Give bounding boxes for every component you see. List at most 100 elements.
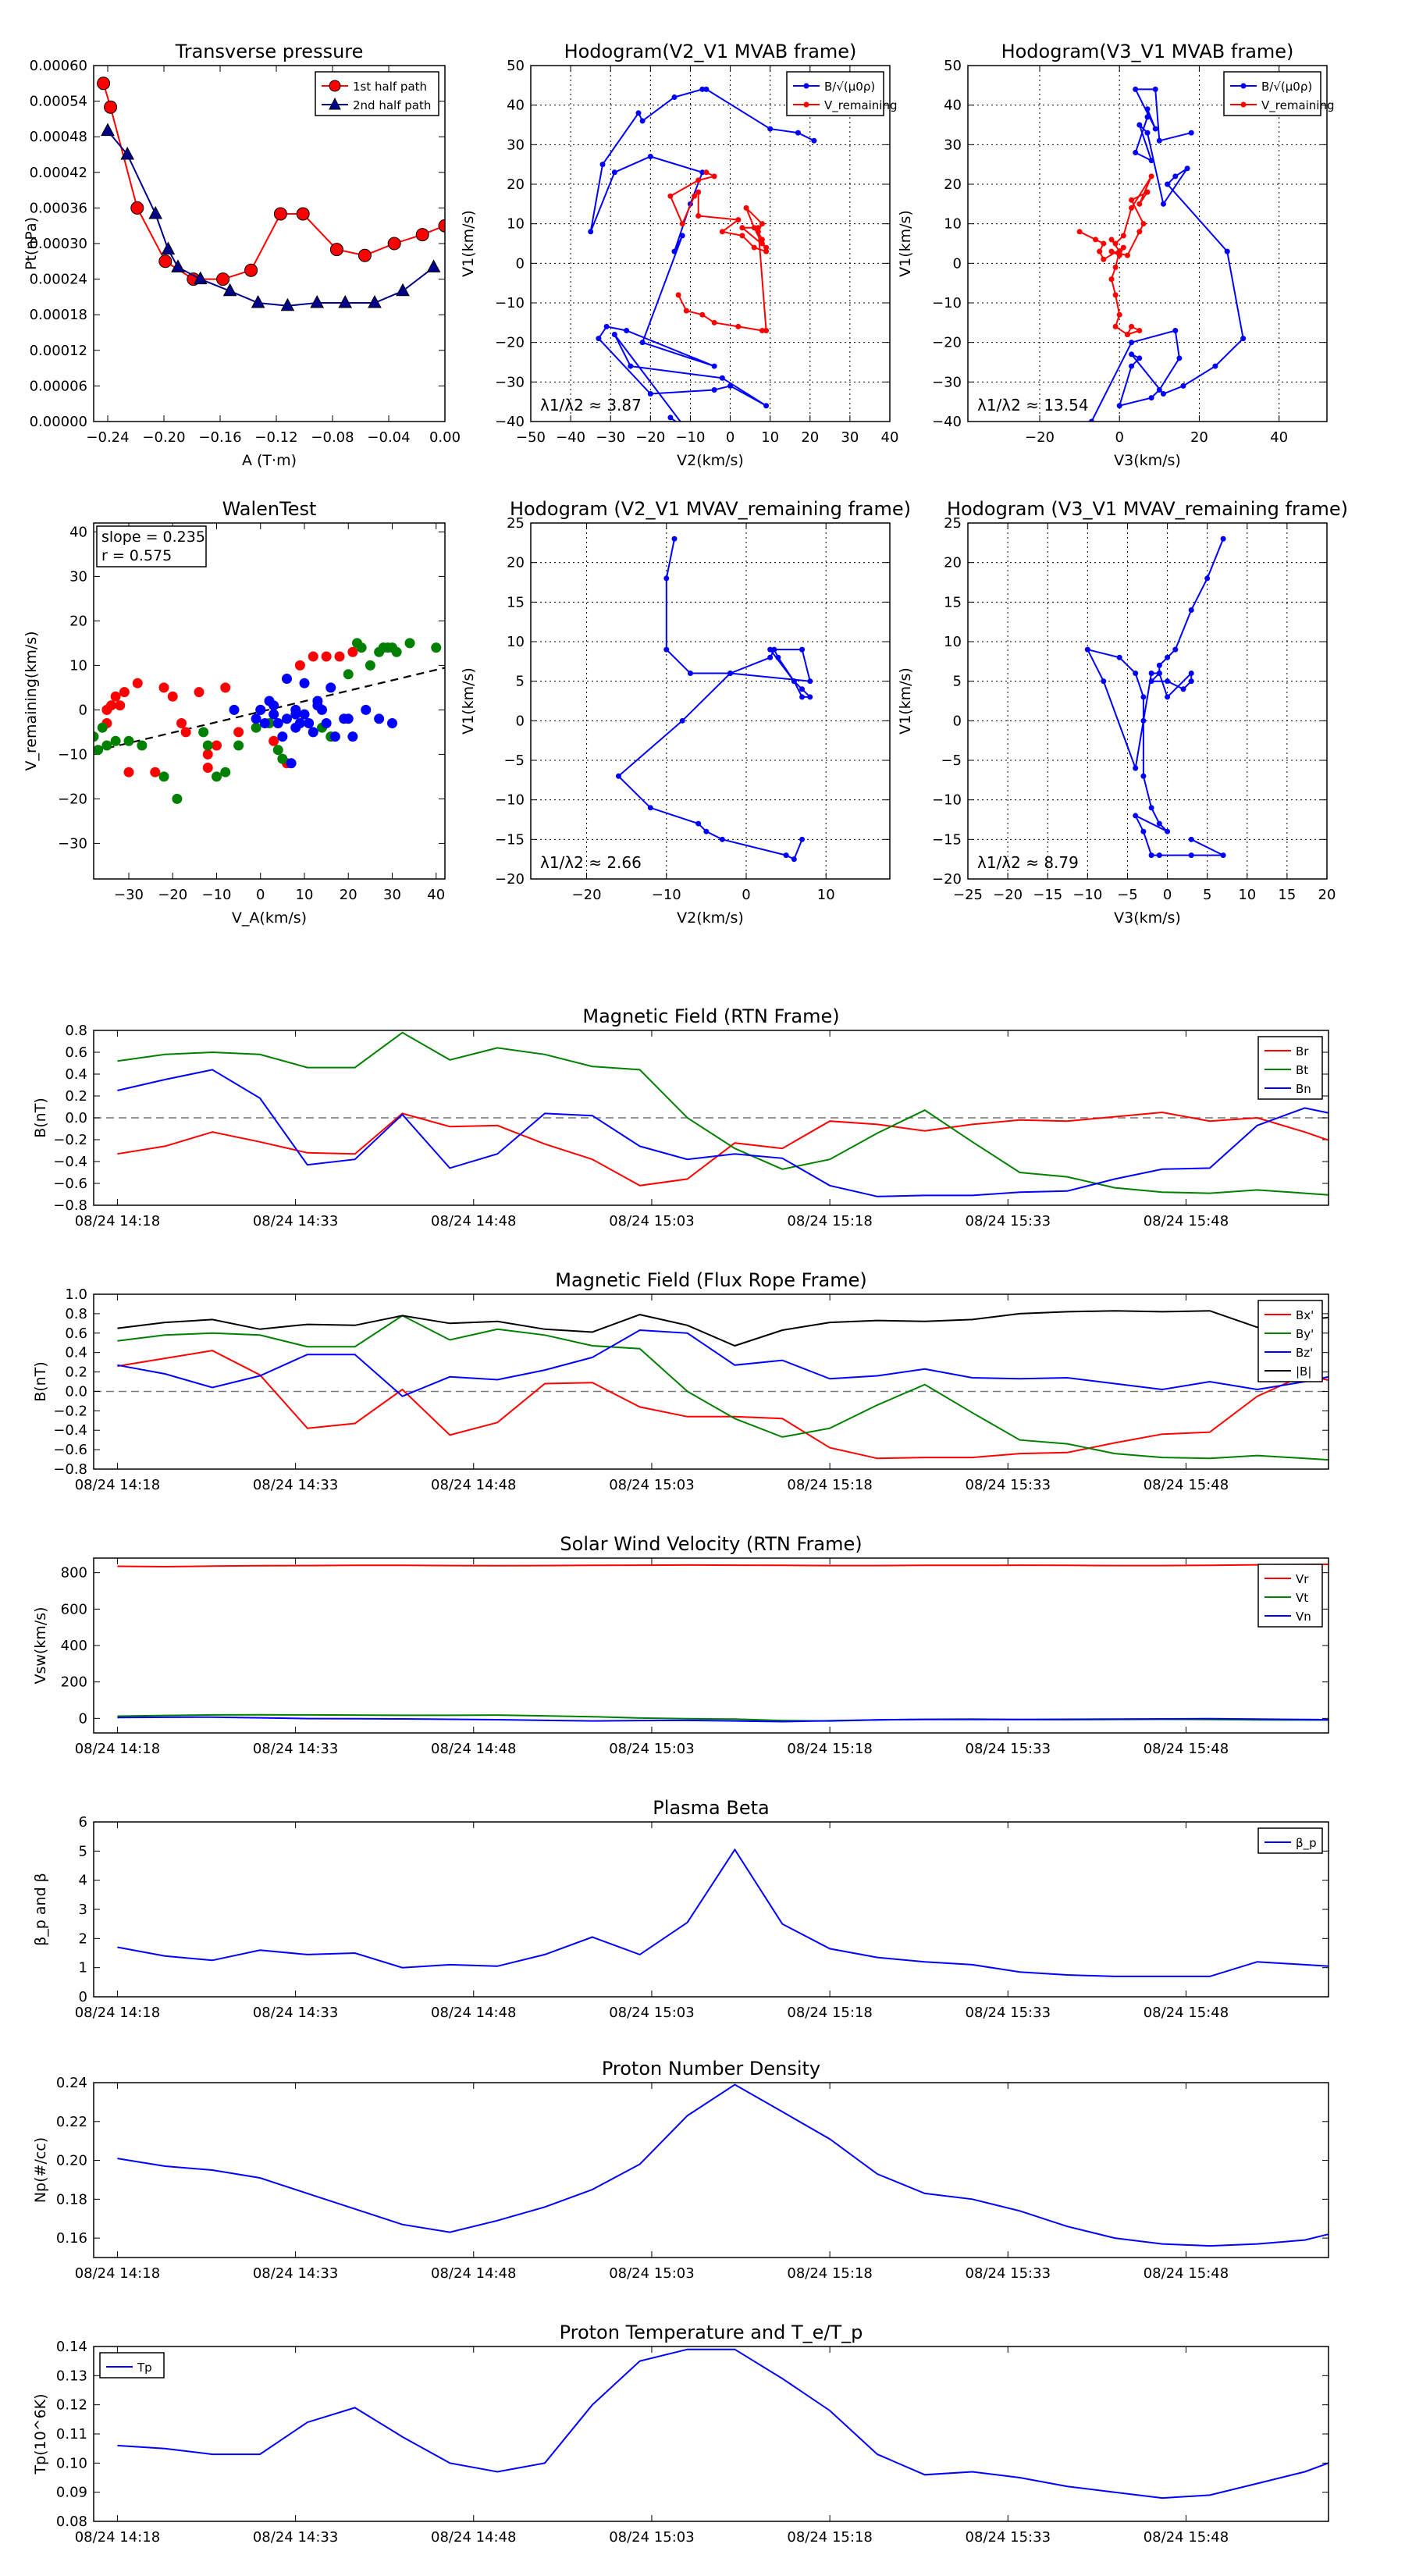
data-point: [1129, 197, 1135, 203]
legend-label: Vr: [1296, 1572, 1309, 1586]
data-point: [1101, 256, 1107, 262]
y-axis-label: Vsw(km/s): [32, 1606, 49, 1684]
data-point: [356, 642, 367, 653]
legend-label: B/√(μ0ρ): [824, 80, 875, 94]
y-axis-label: Np(#/cc): [32, 2137, 49, 2203]
y-tick-label: −10: [932, 295, 962, 311]
data-point: [667, 415, 674, 421]
data-point: [759, 327, 765, 333]
data-point: [329, 731, 340, 742]
stats-line: r = 0.575: [101, 547, 172, 564]
data-point: [1148, 678, 1154, 685]
x-axis-label: V3(km/s): [1114, 909, 1181, 927]
data-point: [1188, 836, 1194, 842]
data-point: [1124, 252, 1130, 258]
data-point: [711, 173, 717, 180]
x-tick-label: −0.16: [198, 429, 241, 446]
data-point: [1116, 248, 1122, 254]
y-tick-label: 3: [79, 1902, 87, 1918]
y-tick-label: 10: [507, 634, 525, 650]
y-tick-label: −0.6: [53, 1176, 87, 1192]
x-tick-label: 08/24 15:03: [609, 1477, 694, 1493]
y-tick-label: 20: [944, 176, 962, 193]
y-tick-label: 1: [79, 1960, 87, 1976]
data-point: [1116, 311, 1122, 318]
data-point: [347, 646, 358, 657]
data-point: [1116, 403, 1122, 409]
data-point: [391, 646, 402, 657]
x-tick-label: 08/24 15:18: [787, 1213, 872, 1229]
y-tick-label: −20: [932, 335, 962, 351]
data-point: [1136, 122, 1143, 128]
data-point: [1144, 114, 1151, 120]
data-point: [639, 118, 646, 124]
data-point: [759, 221, 765, 227]
y-axis-label: V_remaining(km/s): [23, 631, 40, 770]
data-point: [1148, 671, 1154, 677]
ratio-annotation: λ1/λ2 ≈ 3.87: [540, 396, 642, 415]
x-axis-label: V2(km/s): [677, 909, 744, 927]
data-point: [438, 219, 445, 233]
data-point: [1148, 852, 1154, 859]
data-point: [110, 735, 121, 746]
data-point: [193, 271, 208, 285]
chart-walen_test: [93, 522, 446, 880]
data-point: [1220, 535, 1226, 542]
x-tick-label: 08/24 14:48: [431, 2265, 516, 2282]
y-tick-label: 5: [516, 674, 525, 690]
series--p-line: [117, 1848, 1329, 1977]
data-point: [115, 700, 126, 711]
data-point: [426, 259, 441, 272]
data-point: [431, 642, 442, 653]
x-tick-label: −5: [1117, 887, 1138, 903]
data-point: [763, 248, 770, 254]
x-tick-label: 30: [841, 429, 859, 446]
data-point: [811, 137, 817, 144]
data-point: [1136, 327, 1143, 333]
data-point: [233, 740, 244, 751]
y-tick-label: 0.4: [65, 1066, 87, 1083]
data-layer: [97, 76, 445, 311]
y-axis-label: V1(km/s): [897, 210, 914, 277]
data-point: [775, 654, 781, 660]
data-point: [679, 233, 685, 239]
y-tick-label: 20: [507, 176, 525, 193]
data-point: [807, 678, 813, 685]
data-point: [807, 694, 813, 700]
legend-label: By': [1296, 1327, 1314, 1341]
y-tick-label: 40: [507, 98, 525, 114]
y-tick-label: 15: [507, 594, 525, 610]
series-bx--line: [117, 1350, 1329, 1460]
x-tick-label: −20: [993, 887, 1023, 903]
x-tick-label: 08/24 14:18: [75, 2529, 160, 2546]
chart-hodogram_v3v1_mvab: [967, 65, 1328, 422]
y-tick-label: 20: [69, 613, 87, 629]
data-point: [699, 169, 706, 176]
y-tick-label: 200: [61, 1674, 87, 1691]
y-axis-label: β_p and β: [32, 1873, 49, 1946]
y-tick-label: 0.6: [65, 1044, 87, 1061]
data-point: [222, 283, 237, 297]
x-tick-label: 20: [1318, 887, 1336, 903]
data-point: [719, 836, 725, 842]
chart-title: Magnetic Field (Flux Rope Frame): [555, 1269, 866, 1291]
data-point: [1144, 106, 1151, 112]
data-point: [1160, 391, 1166, 397]
legend-marker: [1240, 83, 1247, 89]
y-tick-label: −30: [495, 374, 525, 390]
data-point: [1120, 244, 1126, 251]
data-point: [1140, 221, 1147, 227]
plot-frame: [93, 1293, 1329, 1470]
x-tick-label: 08/24 15:33: [966, 1213, 1051, 1229]
data-point: [104, 100, 118, 114]
legend-box: [786, 71, 884, 116]
data-point: [299, 678, 310, 688]
y-axis-label: B(nT): [32, 1361, 49, 1402]
legend-label: 2nd half path: [353, 98, 431, 112]
x-tick-label: −25: [953, 887, 983, 903]
y-tick-label: 0.00030: [30, 236, 87, 252]
data-point: [120, 146, 135, 160]
stats-box: [96, 525, 207, 568]
x-tick-label: 15: [1278, 887, 1296, 903]
x-tick-label: 08/24 14:33: [253, 2529, 338, 2546]
